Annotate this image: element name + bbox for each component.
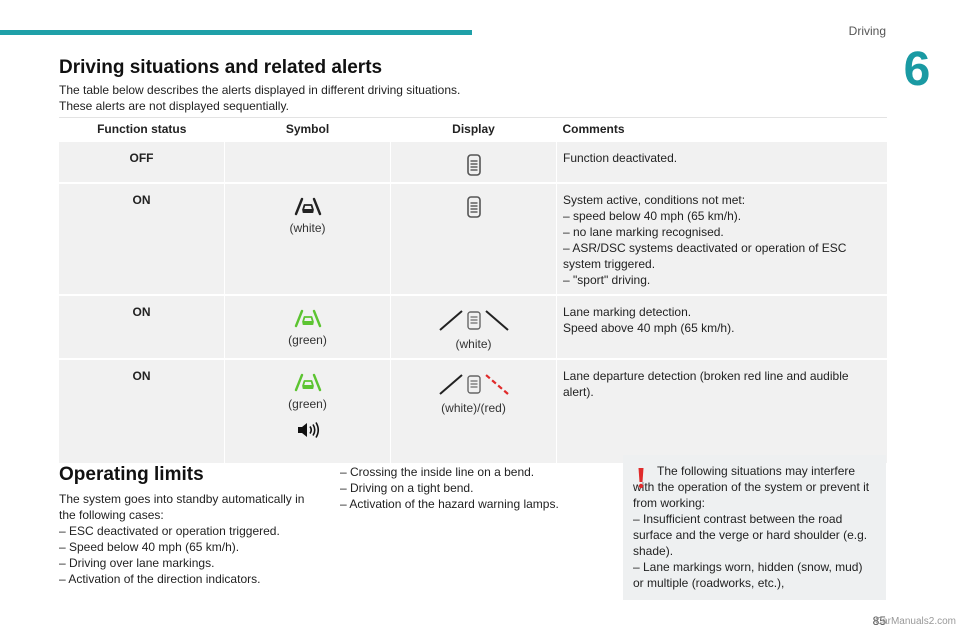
comment-line: Speed above 40 mph (65 km/h).	[563, 321, 735, 335]
symbol-cell: (white)	[224, 182, 391, 295]
road-lines-icon	[438, 310, 509, 331]
comment-line: – ASR/DSC systems deactivated or operati…	[563, 241, 847, 271]
comments-cell: Lane marking detection. Speed above 40 m…	[556, 294, 887, 359]
comment-line: System active, conditions not met:	[563, 193, 746, 207]
header-display: Display	[390, 117, 557, 142]
road-lines-icon	[438, 374, 509, 395]
display-cell: (white)/(red)	[390, 358, 557, 463]
limits-item: – Driving on a tight bend.	[340, 481, 474, 495]
lane-car-icon	[294, 197, 321, 216]
comment-line: – no lane marking recognised.	[563, 225, 724, 239]
table-row: ON (green) (white	[59, 294, 887, 359]
symbol-note: (green)	[288, 397, 327, 411]
section-label: Driving	[848, 24, 886, 38]
comment-line: – speed below 40 mph (65 km/h).	[563, 209, 742, 223]
display-cell	[390, 182, 557, 295]
limits-item: – ESC deactivated or operation triggered…	[59, 524, 280, 538]
comment-line: Lane departure detection (broken red lin…	[563, 369, 849, 399]
chapter-number: 6	[903, 43, 931, 96]
comments-cell: System active, conditions not met: – spe…	[556, 182, 887, 295]
table-row: ON (white) Sys	[59, 182, 887, 295]
lane-display-icon	[466, 196, 481, 218]
warning-item: – Lane markings worn, hidden (snow, mud)…	[633, 560, 863, 590]
intro-line: The table below describes the alerts dis…	[59, 83, 461, 97]
status-cell: ON	[59, 182, 225, 295]
warning-exclamation-icon	[638, 468, 644, 489]
page-number: 85	[872, 614, 886, 628]
table-header-row: Function status Symbol Display Comments	[59, 117, 887, 142]
limits-column-middle: – Crossing the inside line on a bend. – …	[340, 464, 590, 512]
warning-text: The following situations may interfere w…	[633, 464, 870, 510]
speaker-icon	[297, 422, 319, 438]
operating-limits-title: Operating limits	[59, 464, 204, 485]
display-cell: (white)	[390, 294, 557, 359]
header-function-status: Function status	[59, 117, 225, 142]
limits-text: The system goes into standby automatical…	[59, 492, 305, 522]
comment-line: Lane marking detection.	[563, 305, 692, 319]
watermark: CarManuals2.com	[874, 616, 956, 627]
limits-item: – Driving over lane markings.	[59, 556, 215, 570]
intro-line: These alerts are not displayed sequentia…	[59, 99, 289, 113]
page-title: Driving situations and related alerts	[59, 57, 383, 78]
lane-car-icon	[294, 309, 321, 328]
display-cell	[390, 140, 557, 183]
symbol-cell	[224, 140, 391, 183]
top-accent-bar	[0, 30, 472, 35]
status-cell: ON	[59, 358, 225, 463]
header-comments: Comments	[556, 117, 887, 142]
display-note: (white)	[455, 337, 492, 351]
table-row: ON (green)	[59, 358, 887, 463]
limits-item: – Speed below 40 mph (65 km/h).	[59, 540, 240, 554]
intro-text: The table below describes the alerts dis…	[59, 82, 460, 114]
alerts-table: Function status Symbol Display Comments …	[59, 117, 887, 463]
limits-item: – Crossing the inside line on a bend.	[340, 465, 535, 479]
symbol-note: (white)	[289, 221, 326, 235]
lane-car-icon	[294, 373, 321, 392]
limits-item: – Activation of the direction indicators…	[59, 572, 261, 586]
display-note: (white)/(red)	[441, 401, 506, 415]
status-cell: ON	[59, 294, 225, 359]
comment-line: – "sport" driving.	[563, 273, 651, 287]
limits-item: – Activation of the hazard warning lamps…	[340, 497, 559, 511]
warning-item: – Insufficient contrast between the road…	[633, 512, 868, 558]
lane-display-icon	[466, 154, 481, 176]
symbol-note: (green)	[288, 333, 327, 347]
limits-column-left: The system goes into standby automatical…	[59, 491, 309, 587]
comment-line: Function deactivated.	[563, 151, 678, 165]
warning-box: The following situations may interfere w…	[623, 455, 886, 600]
header-symbol: Symbol	[224, 117, 391, 142]
table-row: OFF Function deactivated.	[59, 140, 887, 183]
symbol-cell: (green)	[224, 358, 391, 463]
comments-cell: Lane departure detection (broken red lin…	[556, 358, 887, 463]
comments-cell: Function deactivated.	[556, 140, 887, 183]
symbol-cell: (green)	[224, 294, 391, 359]
status-cell: OFF	[59, 140, 225, 183]
